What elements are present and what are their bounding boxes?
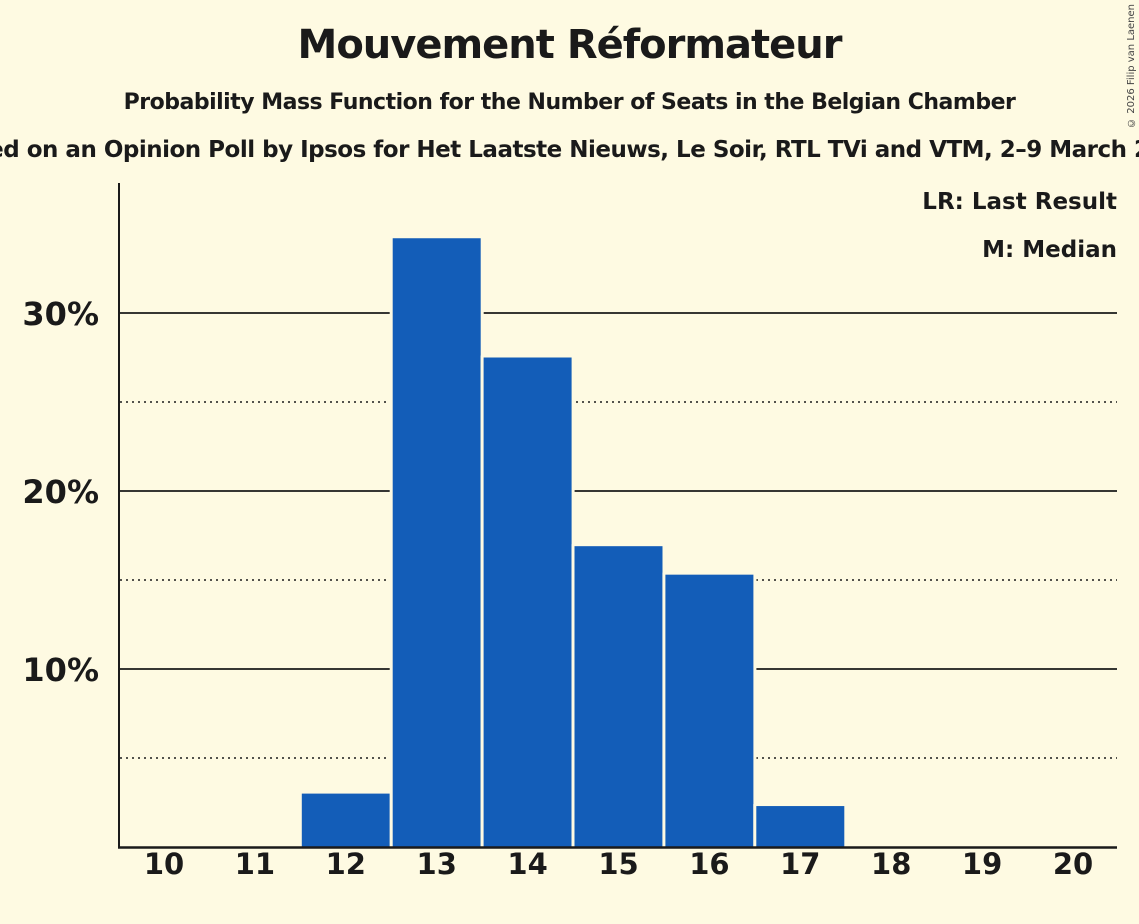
x-tick-label: 12 (326, 847, 366, 881)
x-tick-label: 13 (417, 847, 457, 881)
x-tick-label: 11 (235, 847, 275, 881)
x-tick-labels: 10 11 12 13 14 15 16 17 18 19 20 (144, 847, 1093, 881)
legend-last-result: LR: Last Result (922, 189, 1117, 215)
chart-subtitle: Probability Mass Function for the Number… (123, 90, 1016, 115)
y-tick-label: 20% (22, 473, 99, 511)
x-tick-label: 14 (507, 847, 547, 881)
y-tick-label: 10% (22, 651, 99, 689)
y-tick-labels: 10% 20% 30% (22, 295, 99, 689)
bar-seats-13 (392, 238, 481, 848)
bars (298, 236, 848, 848)
chart-title: Mouvement Réformateur (297, 22, 843, 68)
x-tick-label: 17 (780, 847, 820, 881)
bar-seats-16 (665, 574, 754, 847)
x-tick-label: 19 (962, 847, 1002, 881)
x-tick-label: 16 (689, 847, 729, 881)
axes (118, 183, 1117, 849)
legend-median: M: Median (982, 237, 1117, 263)
x-tick-label: 20 (1053, 847, 1093, 881)
x-tick-label: 10 (144, 847, 184, 881)
x-tick-label: 15 (598, 847, 638, 881)
bar-seats-12 (301, 793, 390, 847)
legend: LR: Last Result M: Median (922, 189, 1117, 263)
x-tick-label: 18 (871, 847, 911, 881)
chart-source-subtitle: Based on an Opinion Poll by Ipsos for He… (0, 137, 1139, 163)
bar-seats-14 (483, 357, 572, 847)
bar-seats-17 (756, 806, 845, 847)
bar-seats-15 (574, 546, 663, 847)
y-tick-label: 30% (22, 295, 99, 333)
